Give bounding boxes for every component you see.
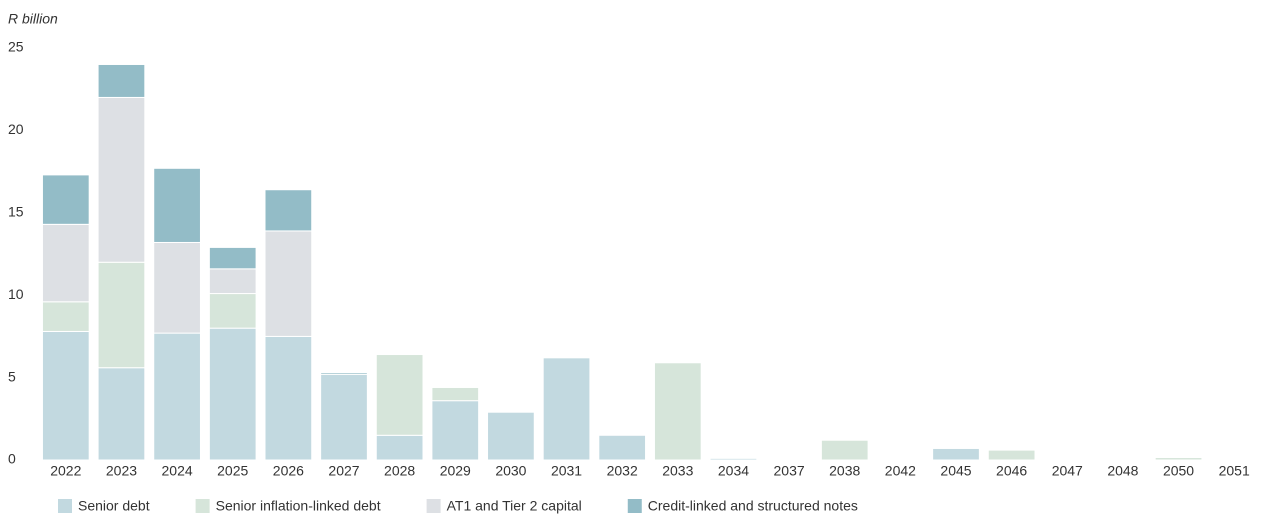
x-tick-label: 2031 (551, 463, 582, 479)
y-tick-label: 5 (8, 368, 16, 384)
x-tick-label: 2033 (662, 463, 693, 479)
bar-segment (320, 372, 368, 375)
legend-label: Senior inflation-linked debt (216, 498, 381, 514)
y-tick-label: 25 (8, 39, 24, 55)
bar-segment (97, 261, 146, 369)
bar-segment (987, 449, 1036, 461)
x-tick-label: 2023 (106, 463, 137, 479)
bar-segment (264, 230, 313, 337)
bar-segment (487, 411, 535, 461)
bar-segment (542, 357, 591, 461)
y-tick-label: 0 (8, 451, 16, 467)
bar-segment (264, 335, 313, 461)
x-tick-label: 2046 (996, 463, 1027, 479)
bar-segment (820, 439, 869, 461)
bar-segment (97, 367, 146, 461)
x-tick-label: 2045 (940, 463, 971, 479)
bar-segment (153, 332, 201, 461)
bar-segment (208, 246, 257, 270)
bar-segment (41, 174, 90, 225)
x-tick-label: 2028 (384, 463, 415, 479)
x-tick-label: 2037 (774, 463, 805, 479)
bar-segment (1154, 457, 1203, 461)
x-tick-label: 2029 (440, 463, 471, 479)
x-tick-label: 2022 (50, 463, 81, 479)
legend-label: AT1 and Tier 2 capital (447, 498, 582, 514)
bar-segment (431, 400, 480, 461)
bar-segment (431, 386, 480, 402)
legend-label: Senior debt (78, 498, 150, 514)
x-tick-label: 2048 (1107, 463, 1138, 479)
x-tick-label: 2032 (607, 463, 638, 479)
x-tick-label: 2034 (718, 463, 749, 479)
bar-segment (320, 373, 368, 461)
bar-segment (97, 63, 146, 98)
x-tick-label: 2042 (885, 463, 916, 479)
bar-segment (375, 354, 424, 436)
bar-segment (208, 327, 257, 461)
x-tick-label: 2050 (1163, 463, 1194, 479)
x-tick-label: 2025 (217, 463, 248, 479)
bar-segment (598, 434, 647, 461)
y-tick-label: 20 (8, 121, 24, 137)
legend-swatch (426, 499, 441, 513)
bar-segment (932, 447, 980, 461)
legend-label: Credit-linked and structured notes (648, 498, 858, 514)
y-axis-label: R billion (8, 11, 58, 27)
y-tick-label: 10 (8, 286, 24, 302)
bar-segment (208, 293, 257, 329)
bar-segment (153, 167, 201, 243)
legend-swatch (58, 499, 72, 513)
bar-segment (41, 330, 90, 461)
bar-segment (208, 268, 257, 295)
x-tick-label: 2024 (162, 463, 193, 479)
bar-segment (653, 362, 702, 461)
bar-segment (41, 301, 90, 332)
x-tick-label: 2047 (1052, 463, 1083, 479)
x-tick-label: 2051 (1219, 463, 1250, 479)
bar-segment (876, 458, 925, 461)
bar-segment (97, 96, 146, 263)
bar-segment (375, 434, 424, 461)
bar-segment (153, 241, 201, 334)
x-tick-label: 2026 (273, 463, 304, 479)
bar-segment (709, 457, 758, 461)
legend-swatch (627, 499, 642, 513)
bar-segment (264, 189, 313, 232)
x-tick-label: 2030 (495, 463, 526, 479)
y-tick-label: 15 (8, 204, 24, 220)
x-tick-label: 2027 (328, 463, 359, 479)
legend-swatch (195, 499, 210, 513)
bar-segment (41, 223, 90, 303)
x-tick-label: 2038 (829, 463, 860, 479)
